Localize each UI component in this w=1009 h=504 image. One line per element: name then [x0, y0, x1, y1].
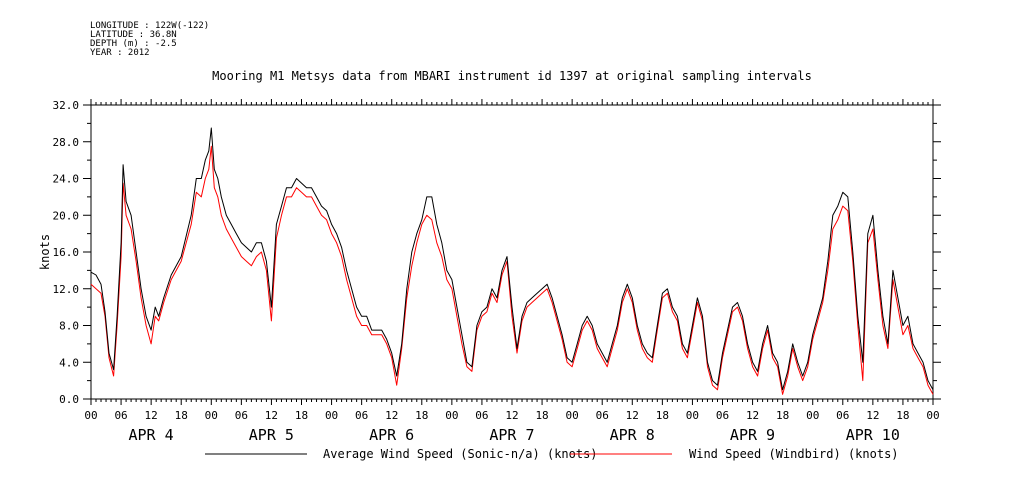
axis-ticks — [83, 99, 941, 405]
series-line-windbird — [90, 145, 934, 395]
day-label: APR 4 — [128, 426, 173, 444]
x-tick-label: 12 — [626, 409, 639, 422]
x-tick-label: 00 — [84, 409, 97, 422]
x-tick-label: 06 — [114, 409, 127, 422]
legend-label-windbird: Wind Speed (Windbird) (knots) — [689, 447, 899, 461]
x-tick-label: 00 — [205, 409, 218, 422]
x-tick-label: 00 — [445, 409, 458, 422]
x-tick-label: 00 — [806, 409, 819, 422]
series-lines — [90, 127, 934, 395]
y-tick-label: 8.0 — [59, 320, 79, 333]
series-line-sonic — [90, 127, 934, 391]
x-tick-label: 18 — [535, 409, 548, 422]
x-tick-label: 06 — [355, 409, 368, 422]
y-tick-label: 12.0 — [53, 283, 80, 296]
day-label: APR 10 — [846, 426, 900, 444]
y-tick-label: 20.0 — [53, 209, 80, 222]
x-tick-label: 18 — [776, 409, 789, 422]
day-label: APR 7 — [489, 426, 534, 444]
day-label: APR 8 — [610, 426, 655, 444]
x-tick-label: 06 — [836, 409, 849, 422]
y-tick-label: 24.0 — [53, 173, 80, 186]
x-tick-label: 18 — [175, 409, 188, 422]
x-tick-label: 12 — [145, 409, 158, 422]
plot-frame — [90, 104, 934, 400]
x-tick-label: 00 — [566, 409, 579, 422]
day-label: APR 9 — [730, 426, 775, 444]
x-tick-label: 18 — [295, 409, 308, 422]
latitude-label: LATITUDE : 36.8N — [90, 30, 177, 40]
x-tick-label: 18 — [656, 409, 669, 422]
day-label: APR 6 — [369, 426, 414, 444]
y-tick-label: 28.0 — [53, 136, 80, 149]
x-tick-label: 18 — [896, 409, 909, 422]
y-tick-label: 16.0 — [53, 246, 80, 259]
x-tick-label: 12 — [385, 409, 398, 422]
y-tick-label: 0.0 — [59, 393, 79, 406]
x-tick-label: 00 — [926, 409, 939, 422]
x-tick-label: 06 — [475, 409, 488, 422]
x-tick-label: 00 — [325, 409, 338, 422]
y-tick-label: 4.0 — [59, 356, 79, 369]
legend-label-sonic: Average Wind Speed (Sonic-n/a) (knots) — [323, 447, 598, 461]
x-tick-label: 06 — [596, 409, 609, 422]
x-tick-label: 12 — [505, 409, 518, 422]
chart-title: Mooring M1 Metsys data from MBARI instru… — [212, 69, 812, 83]
y-tick-labels: 0.0 4.0 8.0 12.0 16.0 20.0 24.0 28.0 32.0 — [53, 99, 80, 406]
x-tick-label: 12 — [746, 409, 759, 422]
x-tick-label: 06 — [716, 409, 729, 422]
x-tick-label: 12 — [265, 409, 278, 422]
year-label: YEAR : 2012 — [90, 48, 150, 58]
day-labels: APR 4 APR 5 APR 6 APR 7 APR 8 APR 9 APR 10 — [128, 426, 899, 444]
x-tick-label: 00 — [686, 409, 699, 422]
depth-label: DEPTH (m) : -2.5 — [90, 39, 177, 49]
y-tick-label: 32.0 — [53, 99, 80, 112]
x-tick-labels: 00 06 12 18 00 06 12 18 00 06 12 18 00 06 12 18 00 06 12 18… — [84, 409, 939, 422]
y-axis-label: knots — [38, 234, 52, 270]
x-tick-label: 12 — [866, 409, 879, 422]
longitude-label: LONGITUDE : 122W(-122) — [90, 21, 210, 31]
x-tick-label: 18 — [415, 409, 428, 422]
day-label: APR 5 — [249, 426, 294, 444]
x-tick-label: 06 — [235, 409, 248, 422]
